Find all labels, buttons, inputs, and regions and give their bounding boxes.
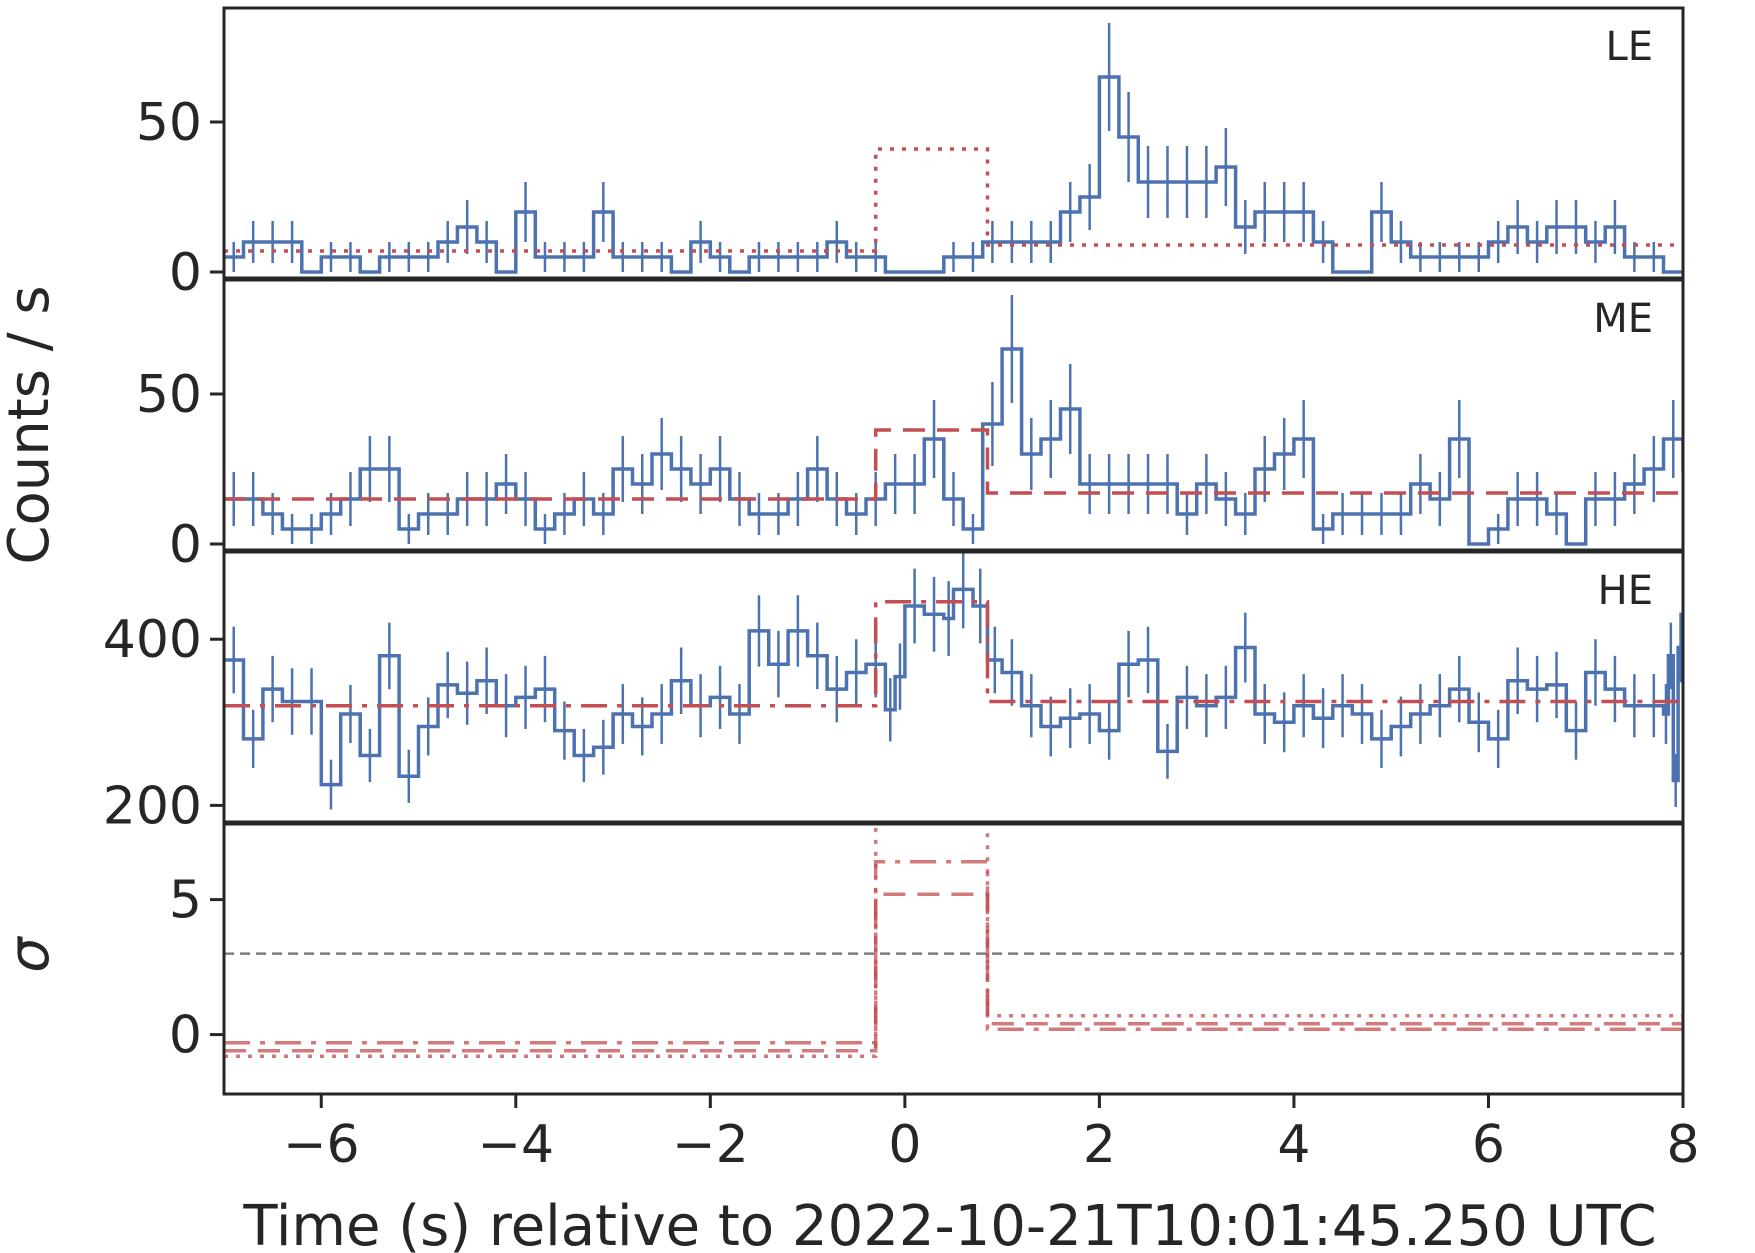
x-tick-label: 8	[1666, 1115, 1699, 1175]
panel-label: LE	[1605, 24, 1653, 70]
panel-he: 200 400 HE	[103, 550, 1685, 836]
y-tick-label: 200	[103, 776, 202, 836]
panel-frame	[222, 550, 1685, 824]
panel-le: 0 50 LE	[136, 6, 1685, 303]
y-tick-label: 0	[169, 515, 202, 575]
panel-frame	[222, 822, 1685, 1096]
sigma-line-le	[224, 824, 1683, 1058]
count-rate-step	[224, 347, 1683, 546]
x-tick-label: −6	[283, 1115, 360, 1175]
x-axis: −6 −4 −2 0 2 4 6 8	[283, 1094, 1700, 1175]
plot-area	[224, 824, 1683, 1058]
model-line	[224, 147, 1683, 253]
model-line	[224, 600, 1683, 708]
x-axis-title: Time (s) relative to 2022-10-21T10:01:45…	[242, 1194, 1656, 1253]
y-axis-title-sigma: σ	[0, 936, 62, 973]
count-rate-step	[224, 587, 1683, 787]
x-tick-label: 4	[1277, 1115, 1310, 1175]
plot-area	[224, 295, 1683, 546]
sigma-line-me	[224, 892, 1683, 1053]
y-tick-label: 0	[169, 243, 202, 303]
x-tick-label: −4	[477, 1115, 554, 1175]
panel-label: ME	[1593, 296, 1653, 342]
x-tick-label: 2	[1083, 1115, 1116, 1175]
y-tick-label: 400	[103, 610, 202, 670]
y-tick-label: 50	[136, 93, 202, 153]
plot-area	[224, 552, 1683, 810]
sigma-line-he	[224, 860, 1683, 1045]
panel-frame	[222, 6, 1685, 280]
panel-frame	[222, 278, 1685, 552]
y-tick-label: 5	[169, 871, 202, 931]
y-tick-label: 50	[136, 365, 202, 425]
y-axis-title-counts: Counts / s	[0, 285, 62, 564]
count-rate-step	[224, 75, 1683, 274]
x-tick-label: 0	[888, 1115, 921, 1175]
x-tick-label: 6	[1472, 1115, 1505, 1175]
panel-sigma: 05	[169, 822, 1685, 1096]
plot-area	[224, 23, 1683, 274]
y-tick-label: 0	[169, 1006, 202, 1066]
x-tick-label: −2	[672, 1115, 749, 1175]
panel-me: 0 50 ME	[136, 278, 1685, 575]
panel-label: HE	[1598, 568, 1653, 614]
